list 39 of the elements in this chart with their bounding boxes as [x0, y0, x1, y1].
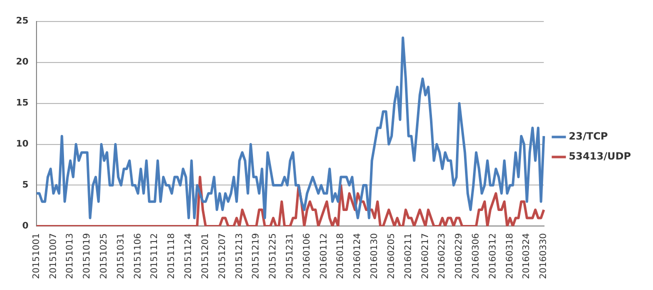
x-tick-label: 20160223: [438, 233, 448, 280]
x-tick-label: 20160118: [336, 232, 346, 280]
legend-label: 53413/UDP: [568, 152, 632, 163]
y-tick-label: 0: [22, 222, 29, 232]
x-tick-label: 20151213: [234, 233, 245, 280]
x-tick-label: 20151118: [167, 232, 178, 280]
x-tick-label: 20151231: [286, 233, 296, 280]
legend-label: 23/TCP: [568, 132, 608, 143]
x-tick-label: 20160217: [420, 233, 431, 280]
x-tick-label: 20151019: [82, 232, 93, 280]
x-tick-label: 20151112: [150, 233, 160, 280]
x-tick-label: 20151025: [100, 233, 110, 280]
x-tick-label: 20160312: [488, 233, 498, 280]
x-tick-label: 20151201: [200, 233, 211, 280]
x-tick-label: 20151219: [252, 232, 262, 280]
y-tick-label: 10: [16, 140, 29, 150]
x-tick-label: 20151013: [66, 233, 76, 280]
y-tick-label: 20: [16, 58, 29, 68]
x-tick-label: 20160124: [353, 232, 364, 280]
x-tick-label: 20151207: [218, 233, 228, 280]
x-tick-label: 20160211: [404, 233, 414, 280]
x-tick-label: 20151007: [48, 233, 59, 280]
x-tick-label: 20160130: [370, 232, 380, 280]
x-tick-label: 20160324: [522, 232, 532, 280]
y-tick-label: 25: [16, 16, 29, 27]
x-tick-label: 20151001: [32, 233, 42, 280]
x-tick-label: 20160229: [454, 232, 465, 280]
y-tick-label: 15: [16, 98, 29, 109]
x-tick-label: 20151124: [184, 232, 194, 280]
x-tick-label: 20160106: [302, 232, 312, 280]
x-tick-label: 20151225: [268, 233, 279, 280]
x-tick-label: 20160306: [472, 232, 482, 280]
x-tick-label: 20160318: [505, 232, 516, 280]
x-tick-label: 20160330: [539, 232, 550, 280]
y-tick-label: 5: [22, 180, 29, 191]
x-tick-label: 20151106: [133, 232, 144, 280]
x-tick-label: 20160205: [386, 233, 397, 280]
x-tick-label: 20160112: [319, 233, 330, 280]
x-tick-label: 20151031: [116, 233, 126, 280]
